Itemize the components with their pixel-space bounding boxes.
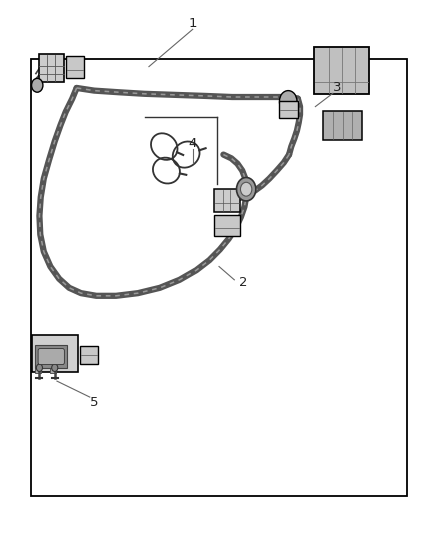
FancyBboxPatch shape	[214, 189, 240, 212]
FancyBboxPatch shape	[38, 349, 64, 365]
Bar	[35, 367, 41, 373]
Text: 2: 2	[239, 276, 247, 289]
Circle shape	[240, 182, 252, 196]
FancyBboxPatch shape	[323, 111, 362, 140]
FancyBboxPatch shape	[32, 335, 78, 372]
Text: 4: 4	[188, 138, 197, 150]
FancyBboxPatch shape	[35, 345, 67, 368]
FancyBboxPatch shape	[214, 215, 240, 236]
FancyBboxPatch shape	[279, 101, 298, 118]
FancyBboxPatch shape	[66, 56, 84, 78]
FancyBboxPatch shape	[80, 346, 98, 364]
Text: 5: 5	[90, 396, 99, 409]
Circle shape	[52, 364, 58, 372]
Circle shape	[32, 78, 43, 92]
Circle shape	[237, 177, 256, 201]
Text: 1: 1	[188, 18, 197, 30]
FancyBboxPatch shape	[39, 54, 64, 82]
FancyBboxPatch shape	[314, 47, 369, 94]
Circle shape	[279, 91, 297, 112]
Bar	[50, 367, 56, 373]
Circle shape	[36, 364, 42, 372]
Bar	[31, 59, 407, 496]
Text: 3: 3	[333, 82, 342, 94]
